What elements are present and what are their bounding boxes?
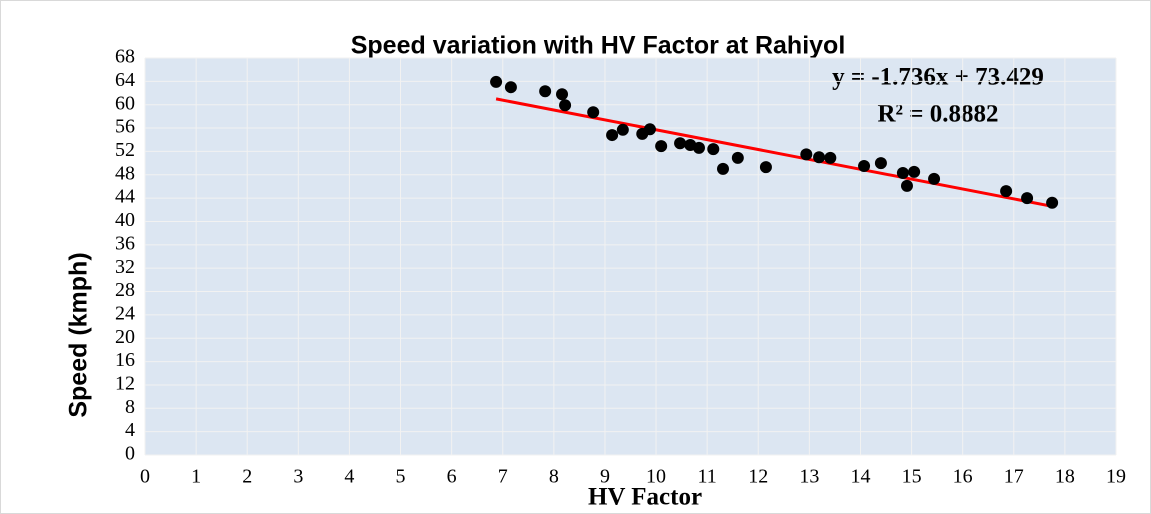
y-tick-label: 60 (115, 92, 135, 114)
x-tick-label: 13 (799, 466, 819, 488)
chart-title: Speed variation with HV Factor at Rahiyo… (351, 32, 846, 60)
x-tick-label: 2 (242, 466, 252, 488)
data-point (504, 81, 517, 94)
data-point (800, 148, 813, 161)
y-tick-label: 36 (115, 232, 135, 254)
x-tick-label: 18 (1055, 466, 1075, 488)
data-point (674, 137, 687, 150)
data-point (928, 172, 941, 185)
data-point (539, 85, 552, 98)
data-point (616, 123, 629, 136)
data-point (1000, 185, 1013, 198)
r-squared: R² = 0.8882 (877, 101, 998, 128)
data-point (606, 129, 619, 142)
data-point (874, 157, 887, 170)
x-tick-label: 10 (646, 466, 666, 488)
y-tick-label: 64 (115, 69, 135, 91)
data-point (824, 151, 837, 164)
data-point (896, 167, 909, 180)
x-tick-label: 3 (293, 466, 303, 488)
y-tick-label: 48 (115, 162, 135, 184)
x-tick-label: 16 (953, 466, 973, 488)
x-tick-label: 9 (600, 466, 610, 488)
data-point (559, 99, 572, 112)
y-tick-label: 56 (115, 116, 135, 138)
x-tick-label: 14 (850, 466, 870, 488)
y-tick-label: 32 (115, 256, 135, 278)
x-tick-label: 15 (902, 466, 922, 488)
x-tick-label: 17 (1004, 466, 1024, 488)
x-axis-label: HV Factor (588, 484, 702, 511)
x-tick-label: 19 (1106, 466, 1126, 488)
y-tick-label: 0 (125, 443, 135, 465)
y-tick-label: 40 (115, 209, 135, 231)
data-point (1021, 192, 1034, 205)
y-tick-label: 8 (125, 396, 135, 418)
data-point (759, 161, 772, 174)
y-tick-label: 20 (115, 326, 135, 348)
x-tick-label: 1 (191, 466, 201, 488)
data-point (556, 88, 569, 101)
data-point (692, 141, 705, 154)
equation: y = -1.736x + 73.429 (832, 64, 1044, 91)
data-point (908, 165, 921, 178)
data-point (587, 106, 600, 119)
x-tick-label: 6 (447, 466, 457, 488)
x-tick-label: 7 (498, 466, 508, 488)
data-point (655, 140, 668, 153)
x-tick-label: 8 (549, 466, 559, 488)
x-tick-label: 11 (698, 466, 717, 488)
y-tick-label: 28 (115, 279, 135, 301)
data-point (858, 160, 871, 173)
data-point (731, 151, 744, 164)
trendline (495, 97, 1053, 208)
data-point (813, 151, 826, 164)
y-tick-label: 52 (115, 139, 135, 161)
data-point (707, 143, 720, 156)
data-point (900, 179, 913, 192)
y-tick-label: 68 (115, 46, 135, 68)
data-point (643, 123, 656, 136)
data-point (1046, 196, 1059, 209)
y-tick-label: 24 (115, 302, 135, 324)
y-tick-label: 4 (125, 419, 135, 441)
x-tick-label: 0 (140, 466, 150, 488)
y-tick-label: 12 (115, 373, 135, 395)
x-tick-label: 5 (396, 466, 406, 488)
y-axis-label: Speed (kmph) (65, 252, 93, 417)
data-point (717, 162, 730, 175)
y-tick-label: 16 (115, 349, 135, 371)
x-tick-label: 12 (748, 466, 768, 488)
data-point (490, 75, 503, 88)
x-tick-label: 4 (344, 466, 354, 488)
y-tick-label: 44 (115, 186, 135, 208)
